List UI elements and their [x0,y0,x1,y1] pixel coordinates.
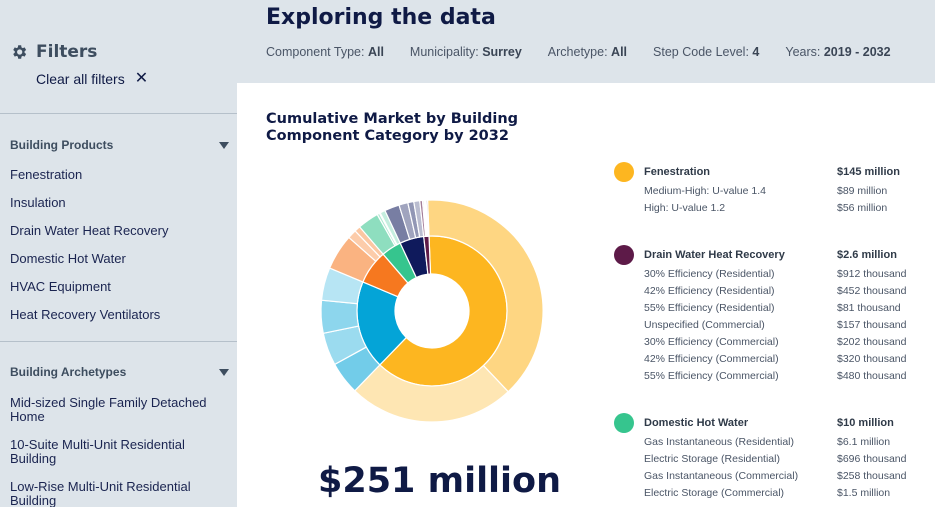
building-archetypes-list: Mid-sized Single Family Detached Home 10… [10,396,230,507]
close-icon: ✕ [134,70,149,87]
sidebar-item-hvac-equipment[interactable]: HVAC Equipment [10,279,111,294]
sidebar-item-heat-recovery-ventilators[interactable]: Heat Recovery Ventilators [10,307,161,322]
filter-summary-step-code: Step Code Level: 4 [653,45,760,59]
legend-sub-row: 30% Efficiency (Residential) $912 thousan… [644,268,907,280]
chart-title: Cumulative Market by Building Component … [266,111,519,144]
filter-summary-years: Years: 2019 - 2032 [785,45,891,59]
sidebar-item-fenestration[interactable]: Fenestration [10,167,83,182]
legend-sub-row: Gas Instantaneous (Residential) $6.1 mill… [644,436,891,448]
divider [0,341,237,342]
filters-sidebar: Filters Clear all filters ✕ Building Pro… [0,0,237,507]
filter-summary-component-type: Component Type: All [266,45,384,59]
total-value: $251 million [318,461,562,501]
legend-sub-row: 55% Efficiency (Commercial) $480 thousand [644,370,907,382]
sidebar-item-domestic-hot-water[interactable]: Domestic Hot Water [10,251,126,266]
legend-swatch [614,413,634,433]
divider [0,113,237,114]
legend-category-name: Drain Water Heat Recovery [644,249,785,261]
sidebar-item-10-suite-murb[interactable]: 10-Suite Multi-Unit Residential Building [10,437,185,466]
sidebar-item-low-rise-murb[interactable]: Low-Rise Multi-Unit Residential Building [10,479,191,507]
legend-sub-row: 30% Efficiency (Commercial) $202 thousand [644,336,907,348]
section-building-products[interactable]: Building Products [10,138,230,152]
clear-all-filters-label: Clear all filters [36,71,125,87]
legend-sub-row: Electric Storage (Residential) $696 thous… [644,453,907,465]
legend-category-name: Fenestration [644,166,711,178]
section-title: Building Archetypes [10,365,127,379]
chart-card: Cumulative Market by Building Component … [237,83,935,507]
legend-category-total: $10 million [837,417,894,429]
section-building-archetypes[interactable]: Building Archetypes [10,365,230,379]
legend-sub-row: High: U-value 1.2 $56 million [644,202,888,214]
legend-swatch [614,162,634,182]
sidebar-item-single-family[interactable]: Mid-sized Single Family Detached Home [10,395,207,424]
sidebar-item-insulation[interactable]: Insulation [10,195,66,210]
building-products-list: Fenestration Insulation Drain Water Heat… [10,167,230,335]
legend-sub-row: Medium-High: U-value 1.4 $89 million [644,185,888,197]
active-filters-summary: Component Type: All Municipality: Surrey… [266,45,917,59]
sidebar-item-drain-water-heat-recovery[interactable]: Drain Water Heat Recovery [10,223,169,238]
legend-swatch [614,245,634,265]
legend-category-name: Domestic Hot Water [644,417,749,429]
caret-down-icon [219,368,229,376]
page-title: Exploring the data [266,5,496,30]
legend-sub-row: Unspecified (Commercial) $157 thousand [644,319,907,331]
section-title: Building Products [10,138,114,152]
legend-sub-row: 55% Efficiency (Residential) $81 thousand [644,302,901,314]
filter-summary-archetype: Archetype: All [547,45,628,59]
outer-slice-drain-water-heat-recovery-55-efficiency-commercial[interactable] [425,199,430,237]
legend-category-total: $145 million [837,166,900,178]
legend-sub-row: 42% Efficiency (Residential) $452 thousan… [644,285,907,297]
gear-icon [13,45,27,59]
outer-slice-fenestration-medium-high-u-value-1-4[interactable] [426,199,544,393]
legend-category-total: $2.6 million [837,249,897,261]
filter-summary-municipality: Municipality: Surrey [409,45,522,59]
filters-title: Filters [36,42,98,62]
sunburst-chart[interactable] [312,191,552,431]
legend-sub-row: Gas Instantaneous (Commercial) $258 thous… [644,470,907,482]
clear-all-filters-button[interactable]: Clear all filters ✕ [36,70,149,88]
filters-header: Filters [10,42,97,62]
caret-down-icon [219,141,229,149]
legend-sub-row: Electric Storage (Commercial) $1.5 millio… [644,487,891,499]
legend-sub-row: 42% Efficiency (Commercial) $320 thousand [644,353,907,365]
